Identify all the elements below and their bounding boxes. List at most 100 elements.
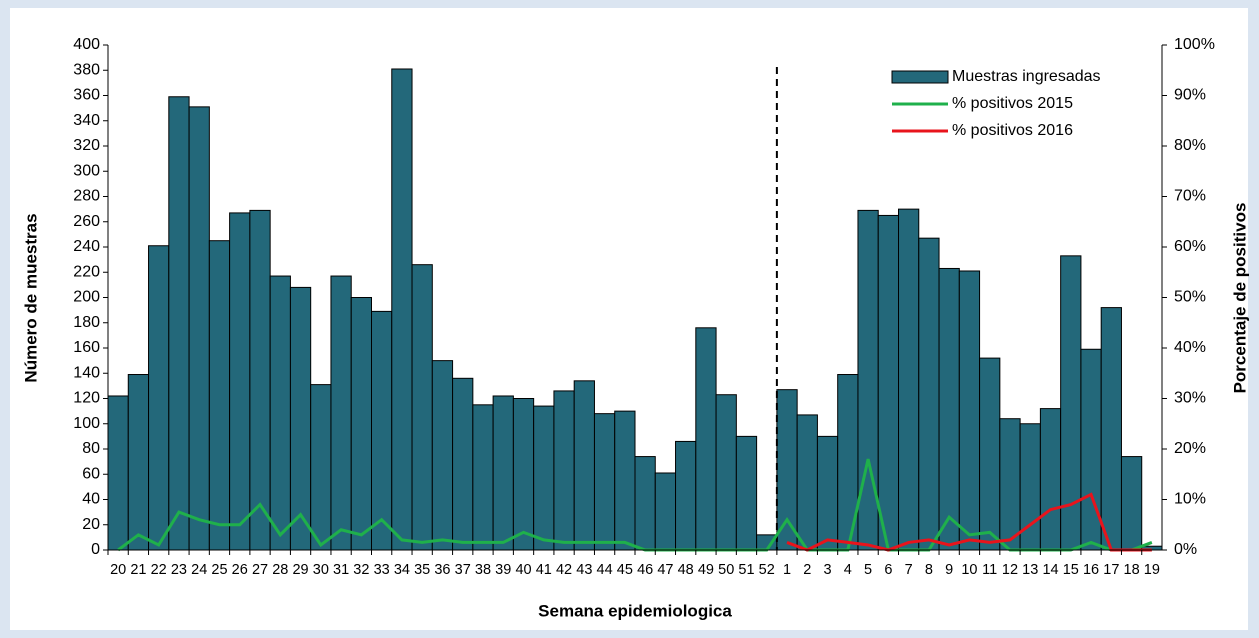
x-tick-label: 23	[171, 562, 187, 578]
y-tick-label: 220	[73, 263, 100, 280]
y2-tick-label: 90%	[1174, 87, 1206, 104]
bar	[350, 297, 373, 551]
bar	[634, 456, 656, 551]
bar	[168, 96, 190, 551]
y-tick-label: 180	[73, 314, 100, 331]
y2-tick-label: 70%	[1174, 188, 1206, 205]
bar	[127, 374, 150, 551]
x-tick-label: 37	[455, 562, 471, 578]
y2-axis-title: Porcentaje de positivos	[1230, 203, 1249, 394]
x-tick-label: 7	[905, 562, 913, 578]
x-tick-label: 6	[884, 562, 892, 578]
bar	[229, 212, 251, 551]
x-tick-label: 39	[495, 562, 511, 578]
x-tick-label: 45	[617, 562, 633, 578]
bar	[472, 404, 494, 551]
x-tick-label: 41	[536, 562, 552, 578]
legend-label: Muestras ingresadas	[952, 68, 1101, 85]
x-tick-label: 18	[1124, 562, 1140, 578]
bar	[776, 389, 798, 551]
y-tick-label: 0	[91, 541, 100, 558]
x-tick-label: 52	[759, 562, 775, 578]
x-tick-label: 13	[1022, 562, 1038, 578]
bar	[310, 384, 332, 551]
bar	[654, 472, 677, 551]
y-tick-label: 100	[73, 415, 100, 432]
bar	[431, 360, 454, 551]
bar	[371, 310, 393, 551]
bar	[593, 413, 616, 551]
x-tick-label: 5	[864, 562, 872, 578]
bar	[877, 214, 900, 551]
bar	[107, 395, 129, 551]
x-tick-label: 10	[961, 562, 977, 578]
x-tick-label: 38	[475, 562, 491, 578]
y-tick-label: 320	[73, 137, 100, 154]
bar	[796, 414, 818, 551]
bar	[208, 240, 231, 551]
bar	[1100, 307, 1122, 551]
bar	[249, 209, 271, 551]
y2-tick-label: 100%	[1174, 36, 1215, 53]
x-tick-label: 47	[657, 562, 673, 578]
bar	[675, 440, 697, 551]
bar	[1080, 348, 1102, 551]
bar	[999, 418, 1021, 551]
y-tick-label: 280	[73, 188, 100, 205]
y-tick-label: 20	[82, 516, 100, 533]
y-tick-label: 60	[82, 465, 100, 482]
y-tick-label: 80	[82, 440, 100, 457]
x-tick-label: 8	[925, 562, 933, 578]
bar	[1120, 456, 1143, 551]
x-tick-label: 17	[1103, 562, 1119, 578]
x-tick-label: 11	[982, 562, 997, 578]
x-tick-label: 14	[1042, 562, 1058, 578]
y-tick-label: 160	[73, 339, 100, 356]
y-tick-label: 360	[73, 87, 100, 104]
x-tick-label: 40	[515, 562, 531, 578]
line-series	[117, 458, 1153, 552]
bar	[735, 435, 758, 551]
x-tick-label: 46	[637, 562, 653, 578]
x-tick-label: 28	[272, 562, 288, 578]
legend-swatch	[891, 70, 949, 84]
x-tick-label: 27	[252, 562, 268, 578]
bar	[188, 106, 210, 551]
x-tick-label: 36	[434, 562, 450, 578]
bar	[391, 68, 413, 551]
bar	[573, 380, 595, 551]
y-tick-label: 340	[73, 112, 100, 129]
x-tick-label: 30	[313, 562, 329, 578]
bar	[452, 377, 474, 551]
bar	[330, 275, 352, 551]
bar	[269, 275, 291, 551]
x-tick-label: 35	[414, 562, 430, 578]
x-tick-label: 2	[803, 562, 811, 578]
bar	[553, 390, 575, 551]
x-tick-label: 49	[698, 562, 714, 578]
legend-label: % positivos 2016	[952, 122, 1073, 139]
x-tick-label: 16	[1083, 562, 1099, 578]
y-tick-label: 40	[82, 491, 100, 508]
x-tick-label: 26	[232, 562, 248, 578]
x-tick-label: 21	[130, 562, 146, 578]
y2-tick-label: 30%	[1174, 390, 1206, 407]
bar	[715, 394, 737, 551]
y-tick-label: 400	[73, 36, 100, 53]
line-series	[786, 492, 1152, 552]
x-tick-label: 1	[783, 562, 791, 578]
y-tick-label: 140	[73, 364, 100, 381]
bar	[1039, 408, 1062, 551]
y-tick-label: 120	[73, 390, 100, 407]
y-tick-label: 300	[73, 162, 100, 179]
y-tick-label: 260	[73, 213, 100, 230]
y2-tick-label: 60%	[1174, 238, 1206, 255]
x-tick-label: 24	[191, 562, 207, 578]
x-tick-label: 43	[576, 562, 592, 578]
x-tick-label: 25	[211, 562, 227, 578]
y2-tick-label: 40%	[1174, 339, 1206, 356]
bar	[289, 286, 312, 551]
bar	[938, 267, 960, 551]
